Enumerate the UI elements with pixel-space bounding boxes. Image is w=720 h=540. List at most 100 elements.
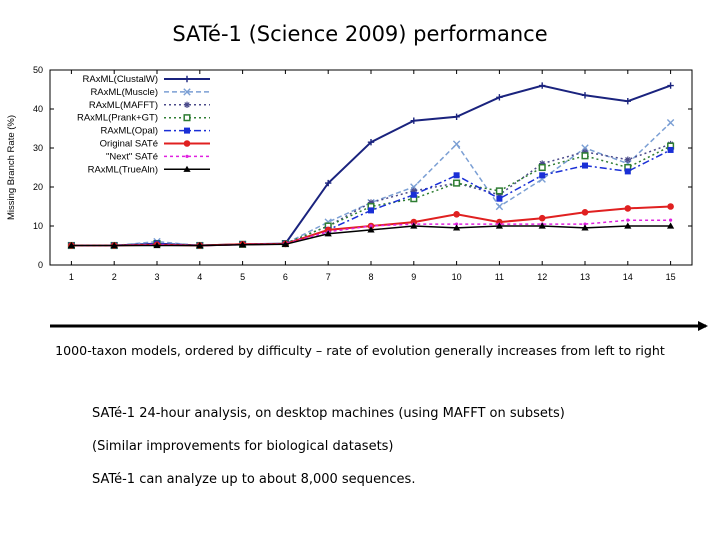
series-group xyxy=(68,146,674,249)
data-point xyxy=(325,179,332,187)
data-point xyxy=(624,168,631,175)
bullet-item: (Similar improvements for biological dat… xyxy=(92,439,394,454)
data-point xyxy=(626,218,630,222)
data-point xyxy=(367,199,375,206)
data-point xyxy=(369,224,373,228)
data-point xyxy=(453,224,461,231)
data-point xyxy=(667,146,674,153)
data-point xyxy=(581,209,589,216)
data-point xyxy=(453,172,460,179)
data-point xyxy=(453,113,460,120)
y-tick-label: 40 xyxy=(33,104,43,114)
x-tick-label: 15 xyxy=(666,272,676,282)
bullet-list: SATé-1 24-hour analysis, on desktop mach… xyxy=(92,406,565,505)
data-point xyxy=(184,127,190,134)
x-tick-label: 14 xyxy=(623,272,633,282)
slide-title: SATé-1 (Science 2009) performance xyxy=(172,22,548,46)
data-point xyxy=(183,140,191,147)
data-point xyxy=(539,82,546,89)
x-tick-label: 4 xyxy=(197,272,202,282)
data-point xyxy=(496,94,503,101)
legend-label: RAxML(ClustalW) xyxy=(83,74,158,85)
series-group xyxy=(67,142,675,250)
data-point xyxy=(453,179,461,187)
x-tick-label: 12 xyxy=(537,272,547,282)
chart-caption: 1000-taxon models, ordered by difficulty… xyxy=(55,343,665,358)
data-point xyxy=(666,118,675,127)
legend-label: Original SATé xyxy=(100,139,158,150)
x-tick-label: 1 xyxy=(69,272,74,282)
legend-label: RAxML(MAFFT) xyxy=(89,100,158,111)
data-point xyxy=(582,162,588,169)
data-point xyxy=(495,187,503,195)
y-tick-label: 50 xyxy=(33,65,43,75)
data-point xyxy=(667,82,674,89)
legend-label: RAxML(Prank+GT) xyxy=(77,113,158,124)
data-point xyxy=(183,165,191,172)
data-point xyxy=(538,222,546,229)
legend-label: RAxML(Muscle) xyxy=(90,87,158,98)
data-point xyxy=(452,140,461,148)
x-tick-label: 10 xyxy=(452,272,462,282)
y-tick-label: 30 xyxy=(33,143,43,153)
y-tick-label: 10 xyxy=(33,221,43,231)
data-point xyxy=(410,191,417,198)
data-point xyxy=(624,222,632,229)
y-tick-label: 0 xyxy=(38,260,43,270)
data-point xyxy=(538,163,546,172)
x-tick-label: 8 xyxy=(368,272,373,282)
data-point xyxy=(496,195,503,202)
series-line xyxy=(71,84,671,247)
data-point xyxy=(324,230,332,237)
data-point xyxy=(495,222,503,229)
data-point xyxy=(196,241,204,249)
y-axis-label: Missing Branch Rate (%) xyxy=(6,115,17,220)
legend-label: "Next" SATé xyxy=(106,151,158,162)
data-point xyxy=(539,160,546,167)
x-tick-label: 6 xyxy=(283,272,288,282)
data-point xyxy=(669,218,673,222)
series-group xyxy=(67,222,675,249)
data-point xyxy=(583,222,587,226)
x-tick-label: 2 xyxy=(112,272,117,282)
data-point xyxy=(581,152,589,160)
data-point xyxy=(495,202,504,211)
data-point xyxy=(183,75,191,83)
data-point xyxy=(581,148,589,156)
data-point xyxy=(367,226,375,233)
x-tick-label: 9 xyxy=(411,272,416,282)
data-point xyxy=(453,211,460,218)
x-tick-label: 5 xyxy=(240,272,245,282)
data-point xyxy=(281,240,289,247)
bullet-item: SATé-1 can analyze up to about 8,000 seq… xyxy=(92,472,416,487)
data-point xyxy=(368,207,374,214)
y-tick-label: 20 xyxy=(33,182,43,192)
data-point xyxy=(153,241,161,249)
legend-label: RAxML(Opal) xyxy=(100,126,158,137)
data-point xyxy=(455,222,459,226)
data-point xyxy=(581,92,589,99)
data-point xyxy=(538,214,546,222)
data-point xyxy=(581,224,589,231)
data-point xyxy=(539,172,546,179)
data-point xyxy=(496,191,503,198)
data-point xyxy=(367,138,375,146)
data-point xyxy=(183,88,191,96)
data-point xyxy=(67,241,75,249)
data-point xyxy=(110,241,118,249)
data-point xyxy=(667,203,674,210)
data-point xyxy=(185,154,189,158)
data-point xyxy=(410,117,417,124)
series-line xyxy=(71,122,672,247)
data-point xyxy=(239,241,247,248)
data-point xyxy=(183,101,191,108)
data-point xyxy=(624,98,631,105)
data-point xyxy=(410,187,417,195)
bullet-item: SATé-1 24-hour analysis, on desktop mach… xyxy=(92,406,565,421)
data-point xyxy=(667,222,675,229)
x-tick-label: 7 xyxy=(326,272,331,282)
data-point xyxy=(624,156,631,163)
x-tick-label: 11 xyxy=(495,272,504,282)
data-point xyxy=(624,205,632,212)
